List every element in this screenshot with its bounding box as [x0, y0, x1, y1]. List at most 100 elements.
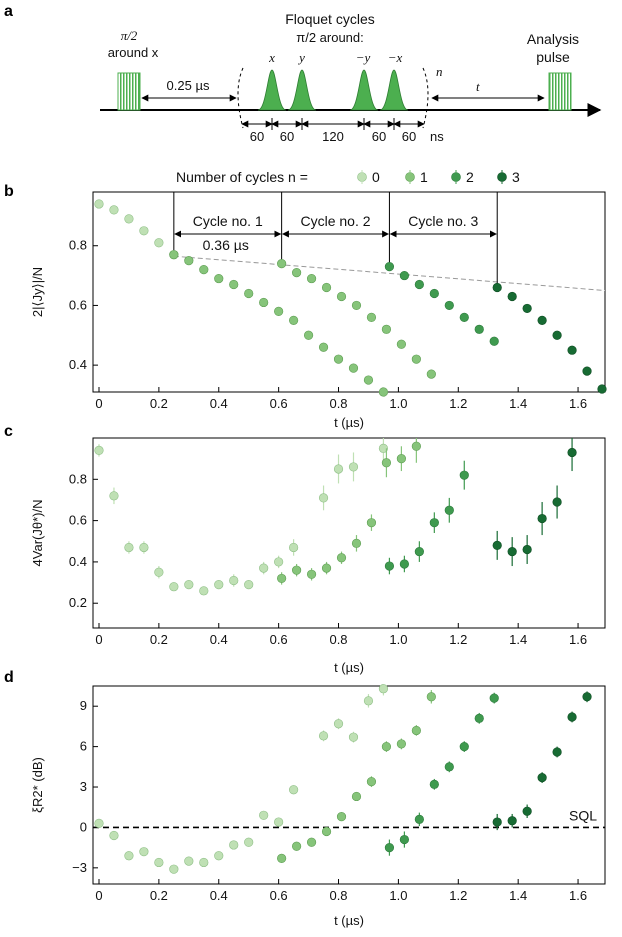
data-point-n1	[396, 339, 406, 349]
data-point-n1	[321, 826, 332, 837]
panel-c: c 0 0.2 0.4 0.6 0.8 1.0 1.2 1.4 1.60.20.40.60.8 …	[4, 423, 606, 675]
panel-d: d 0 0.2 0.4 0.6 0.8 1.0 1.2 1.4 1.6 −3 0 3 6 9 SQL ξR…	[4, 669, 606, 928]
data-point-n1	[229, 279, 239, 290]
data-point-n2	[459, 742, 469, 752]
data-point-n3	[522, 544, 532, 555]
panel-c-label: c	[4, 423, 13, 440]
data-point-n2	[399, 559, 409, 569]
x-axis-label: t (µs)	[334, 415, 364, 430]
data-point-n3	[507, 546, 517, 557]
y-tick-label: 0.8	[69, 238, 87, 253]
duration-5: 60	[402, 129, 416, 144]
sql-label: SQL	[569, 807, 597, 823]
data-point-n0	[318, 493, 329, 503]
data-point-n0	[199, 857, 209, 868]
cycle-label: Cycle no. 3	[408, 213, 478, 229]
x-tick-label: 0.6	[270, 632, 288, 647]
data-point-n1	[351, 791, 362, 802]
data-point-n0	[169, 582, 179, 592]
data-point-n1	[292, 565, 302, 575]
plot-frame	[92, 191, 606, 393]
data-point-n0	[139, 226, 149, 236]
data-point-n0	[378, 684, 389, 694]
first-pulse-axis: around x	[108, 45, 159, 60]
data-point-n1	[411, 725, 421, 736]
axis-label-y: y	[297, 50, 305, 65]
data-point-n0	[274, 817, 284, 827]
x-tick-label: 1.0	[389, 888, 407, 903]
first-pulse	[117, 72, 141, 111]
trend-line	[173, 255, 606, 292]
floquet-title: Floquet cycles	[285, 11, 374, 27]
cycle-label: Cycle no. 2	[301, 213, 371, 229]
first-pulse-angle: π/2	[121, 28, 138, 43]
data-point-n3	[552, 497, 562, 507]
data-point-n3	[522, 806, 532, 816]
x-tick-label: 0.8	[329, 632, 347, 647]
data-point-n0	[244, 837, 254, 847]
data-point-n2	[489, 336, 499, 346]
x-tick-label: 1.6	[569, 396, 587, 411]
data-point-n3	[597, 384, 607, 394]
data-point-n1	[381, 324, 392, 334]
data-point-n0	[109, 491, 119, 501]
x-tick-label: 1.2	[449, 888, 467, 903]
data-point-n0	[318, 731, 329, 741]
data-point-n0	[289, 785, 299, 795]
y-tick-label: 0.6	[69, 297, 87, 312]
data-point-n1	[336, 291, 347, 302]
y-axis-label: ξR2* (dB)	[30, 757, 45, 813]
t-label: t	[476, 79, 480, 94]
x-axis-label: t (µs)	[334, 913, 364, 928]
data-point-n3	[537, 513, 547, 524]
data-point-n0	[259, 563, 269, 573]
data-point-n0	[109, 830, 119, 841]
data-point-n1	[363, 375, 374, 385]
data-point-n1	[292, 267, 302, 278]
data-point-n0	[139, 847, 149, 857]
x-tick-label: 0	[95, 888, 102, 903]
duration-4: 60	[372, 129, 386, 144]
data-point-n2	[384, 262, 395, 272]
data-point-n1	[333, 354, 344, 364]
data-point-n0	[363, 696, 374, 706]
x-axis-label: t (µs)	[334, 660, 364, 675]
data-point-n0	[184, 856, 194, 866]
data-point-n2	[429, 288, 439, 299]
x-tick-label: 0	[95, 632, 102, 647]
data-point-n1	[351, 538, 362, 548]
data-point-n3	[507, 816, 517, 826]
data-point-n2	[414, 279, 424, 290]
data-point-n1	[396, 454, 406, 464]
data-point-n0	[214, 580, 224, 590]
x-tick-label: 0.2	[150, 396, 168, 411]
cycle-duration-label: 0.36 µs	[203, 237, 249, 253]
x-tick-label: 1.2	[449, 632, 467, 647]
data-point-n0	[333, 719, 344, 729]
data-point-n0	[184, 580, 194, 590]
data-point-n3	[522, 303, 532, 314]
x-tick-label: 0.2	[150, 632, 168, 647]
data-point-n0	[94, 818, 104, 828]
x-tick-label: 0.6	[270, 888, 288, 903]
x-tick-label: 0.4	[210, 396, 228, 411]
y-tick-label: 0.2	[69, 595, 87, 610]
data-point-n2	[399, 834, 409, 845]
data-point-n1	[318, 342, 329, 352]
data-point-n3	[552, 747, 562, 757]
data-point-n0	[94, 199, 104, 209]
pulse-minus-y	[349, 69, 379, 111]
duration-1: 60	[250, 129, 264, 144]
data-point-n1	[321, 282, 332, 293]
data-point-n1	[348, 363, 359, 373]
y-tick-label: 0	[80, 819, 87, 834]
data-point-n0	[199, 586, 209, 596]
data-point-n3	[552, 330, 562, 340]
data-point-n0	[94, 445, 104, 455]
x-tick-label: 1.0	[389, 632, 407, 647]
n-label: n	[436, 64, 443, 79]
data-point-n2	[474, 324, 484, 334]
x-tick-label: 1.4	[509, 396, 527, 411]
data-point-n2	[414, 814, 424, 824]
data-point-n1	[244, 288, 254, 299]
